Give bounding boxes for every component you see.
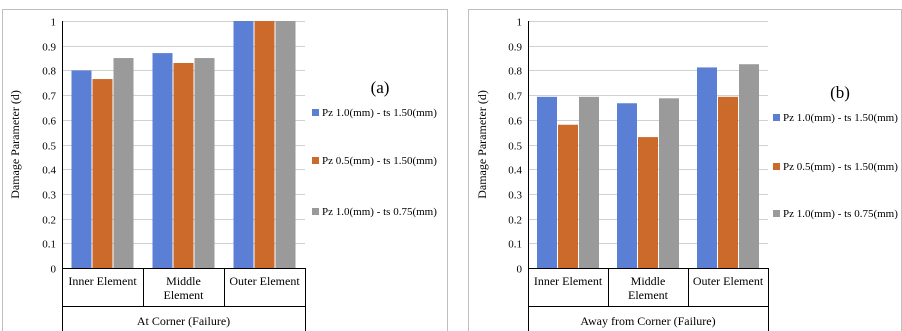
bar-2-3 [194,58,215,268]
y-tick-label: 0.1 [42,239,56,251]
legend-label: Pz 0.5(mm) - ts 1.50(mm) [322,155,437,167]
x-group-label: At Corner (Failure) [137,314,230,328]
y-tick-label: 0.5 [508,141,522,153]
legend-label: Pz 1.0(mm) - ts 0.75(mm) [322,206,437,218]
x-group-label: Away from Corner (Failure) [580,314,715,328]
bar-1-3 [579,96,599,268]
y-tick-label: 0.2 [508,215,522,227]
legend-swatch [312,109,319,116]
bar-2-3 [659,98,679,268]
y-tick-label: 0.3 [42,190,56,202]
bar-2-1 [152,53,173,268]
x-category-label: Outer Element [229,274,300,288]
x-category-label: Middle [166,274,201,288]
bar-1-1 [537,96,557,268]
x-category-label: Middle [631,274,666,288]
y-tick-label: 0.7 [42,91,56,103]
legend-label: Pz 1.0(mm) - ts 1.50(mm) [783,112,898,124]
y-tick-label: 1 [517,17,523,29]
y-tick-label: 0 [51,264,57,276]
legend-label: Pz 1.0(mm) - ts 0.75(mm) [783,208,898,220]
bar-1-1 [71,70,92,269]
chart-panel-a: 0 0.1 0.2 0.3 0.4 0.5 0.6 0.7 0.8 0.9 1 Inner Eleme… [2,9,448,331]
y-tick-label: 0.6 [508,116,522,128]
legend-swatch [773,210,780,217]
legend-swatch [312,208,319,215]
x-category-label: Element [164,288,205,302]
y-tick-label: 0.9 [42,42,56,54]
bar-2-2 [638,137,658,268]
y-axis-label: Damage Parameter (d) [475,90,489,199]
bar-3-3 [275,21,296,268]
bar-2-2 [173,62,194,268]
x-category-label: Inner Element [534,274,603,288]
x-category-label: Inner Element [68,274,137,288]
chart-panel-b: 0 0.1 0.2 0.3 0.4 0.5 0.6 0.7 0.8 0.9 1 Inner Eleme… [468,9,902,331]
legend-label: Pz 1.0(mm) - ts 1.50(mm) [322,107,437,119]
x-category-label: Outer Element [693,274,764,288]
bar-3-3 [739,64,759,268]
bar-1-2 [558,124,578,269]
y-tick-label: 0.6 [42,116,56,128]
bar-3-1 [697,67,717,268]
legend-swatch [773,163,780,170]
chart-frame [2,9,448,331]
y-tick-label: 0.1 [508,239,522,251]
y-tick-label: 0.3 [508,190,522,202]
legend-swatch [312,157,319,164]
panel-label: (b) [830,83,850,102]
bar-3-1 [233,21,254,268]
y-tick-label: 0.4 [508,165,522,177]
legend-label: Pz 0.5(mm) - ts 1.50(mm) [783,161,898,173]
y-tick-label: 0 [517,264,523,276]
bar-2-1 [617,103,637,268]
y-tick-label: 0.9 [508,42,522,54]
y-tick-label: 0.7 [508,91,522,103]
legend-swatch [773,114,780,121]
y-tick-label: 0.4 [42,165,56,177]
x-category-label: Element [628,288,669,302]
y-tick-label: 0.2 [42,215,56,227]
bar-1-2 [92,79,113,268]
y-tick-label: 0.5 [42,141,56,153]
panel-label: (a) [371,78,390,97]
y-tick-label: 0.8 [508,66,522,78]
bar-3-2 [254,21,275,268]
y-axis-label: Damage Parameter (d) [8,90,22,199]
bar-1-3 [113,58,134,268]
y-tick-label: 1 [51,17,57,29]
y-tick-label: 0.8 [42,66,56,78]
bar-3-2 [718,96,738,268]
